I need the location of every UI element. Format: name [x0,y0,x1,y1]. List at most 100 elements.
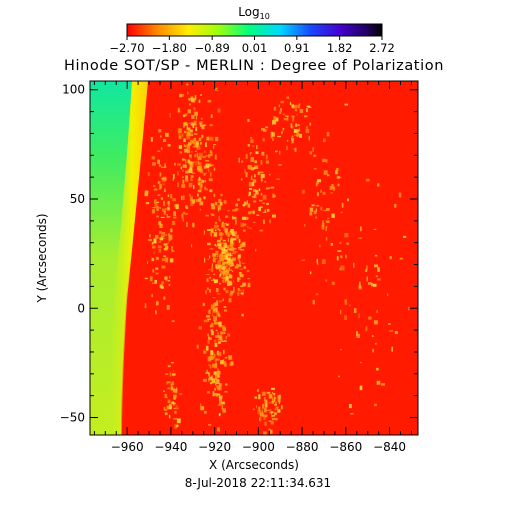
plage-speckle [203,350,207,354]
plage-speckle [163,188,166,193]
plage-speckle [237,254,241,259]
plage-speckle [206,315,210,318]
plage-speckle [263,431,267,435]
plage-speckle [174,391,178,394]
plage-speckle [210,304,214,310]
plage-speckle [151,209,156,214]
plage-speckle [213,371,218,375]
plage-speckle [196,152,199,158]
plage-speckle [219,253,223,258]
plage-speckle [246,270,250,272]
plage-speckle [325,227,327,232]
plage-speckle [212,352,215,354]
plage-speckle [281,131,283,135]
plage-speckle [218,396,223,401]
plage-speckle [376,367,379,371]
plage-speckle [230,269,233,271]
plage-speckle [173,407,176,409]
plage-speckle [230,247,235,252]
plage-speckle [183,195,185,201]
plage-speckle [164,276,167,280]
plage-speckle [317,179,322,183]
plage-speckle [219,219,222,222]
plage-speckle [193,98,196,103]
plage-speckle [266,154,268,160]
plage-speckle [269,219,272,224]
plage-speckle [237,289,242,292]
plage-speckle [358,313,360,319]
plage-speckle [234,208,239,211]
plage-speckle [309,271,312,275]
plage-speckle [321,224,325,227]
plage-speckle [159,207,162,209]
plage-speckle [252,211,255,215]
plage-speckle [170,383,173,387]
plage-speckle [198,121,203,125]
plage-speckle [202,156,206,159]
plage-speckle [156,206,159,211]
plage-speckle [154,279,158,284]
plage-speckle [272,132,275,137]
plage-speckle [283,118,288,121]
plage-speckle [207,163,212,167]
plage-speckle [190,178,193,182]
plage-speckle [168,414,171,419]
plage-speckle [224,249,228,252]
plage-speckle [144,190,149,194]
plage-speckle [247,203,251,208]
plage-speckle [185,164,187,169]
plage-speckle [175,204,179,210]
plage-speckle [214,154,217,160]
plage-speckle [305,129,310,134]
plage-speckle [159,172,162,177]
plage-speckle [388,323,391,325]
plage-speckle [286,96,290,99]
plage-speckle [185,205,188,209]
plage-speckle [209,382,213,385]
plage-speckle [179,393,183,396]
plage-speckle [215,250,219,256]
plage-speckle [218,321,222,327]
plage-speckle [161,198,163,201]
plage-speckle [195,199,200,203]
plage-speckle [202,302,205,306]
plage-speckle [153,251,155,254]
plage-speckle [389,256,392,260]
plage-speckle [211,267,214,273]
plage-speckle [247,144,250,147]
plage-speckle [254,167,256,169]
plage-speckle [336,256,339,261]
plage-speckle [213,167,216,171]
plage-speckle [209,355,214,360]
plage-speckle [207,258,209,261]
plage-speckle [163,406,166,411]
plage-speckle [222,265,226,270]
plage-speckle [255,189,259,195]
plage-speckle [313,168,317,170]
plage-speckle [254,165,259,170]
plage-speckle [241,262,246,264]
plage-speckle [218,375,221,378]
plage-speckle [234,248,237,250]
plage-speckle [326,208,330,211]
plage-speckle [238,239,241,243]
plage-speckle [212,391,215,397]
plage-speckle [230,263,234,267]
x-tick-label: −920 [198,440,231,454]
plage-speckle [194,111,198,116]
plage-speckle [168,234,173,240]
plage-speckle [151,294,153,298]
plage-speckle [144,192,149,197]
plage-speckle [211,364,216,369]
plage-speckle [209,150,212,153]
plage-speckle [166,405,171,410]
plage-speckle [260,176,263,182]
plage-speckle [272,120,277,125]
plage-speckle [274,396,276,402]
plage-speckle [315,182,318,187]
plage-speckle [239,260,241,266]
plage-speckle [215,335,219,338]
plage-speckle [321,259,326,264]
plage-speckle [352,262,355,268]
plage-speckle [208,268,211,271]
